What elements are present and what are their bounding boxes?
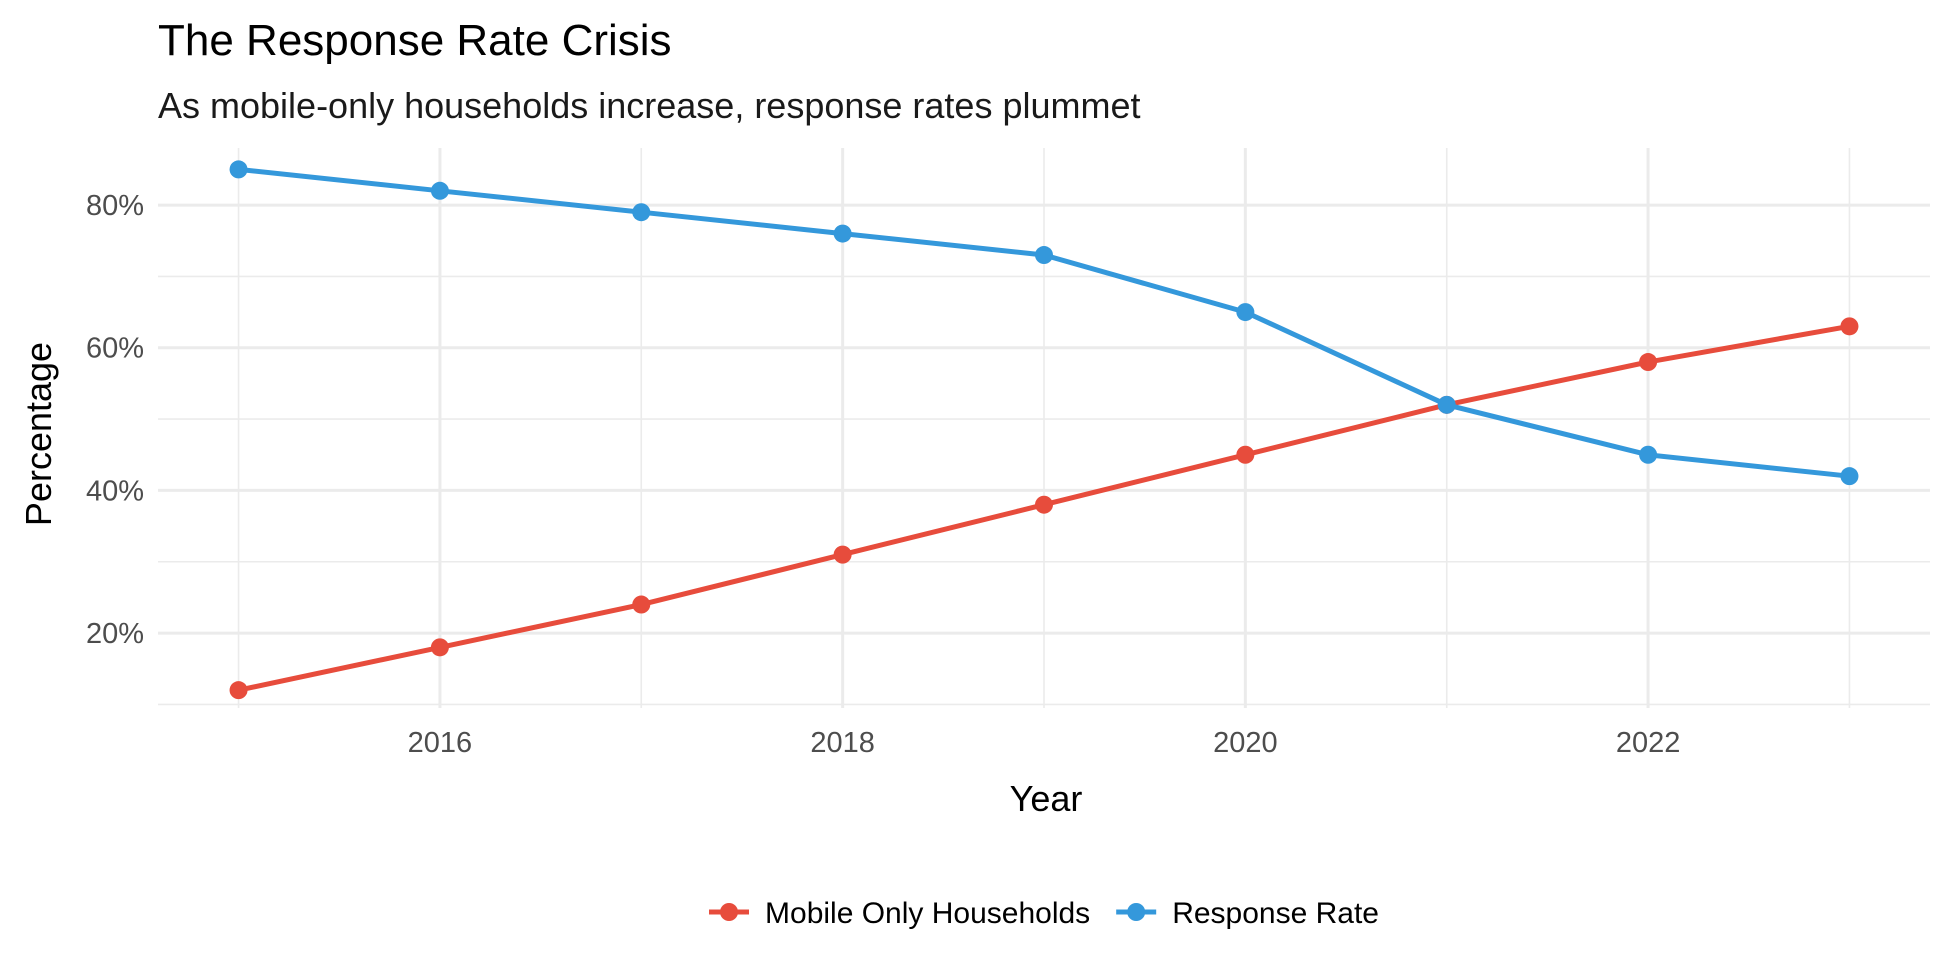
plot-series [229,160,1859,700]
data-point-response-rate [1840,467,1859,486]
data-point-response-rate [1236,303,1255,322]
chart-subtitle: As mobile-only households increase, resp… [158,85,1141,126]
legend: Mobile Only Households Response Rate [709,897,1379,930]
x-axis-title: Year [1010,778,1083,819]
y-tick-label: 60% [86,333,144,365]
data-point-mobile-only-households [833,545,852,564]
data-point-mobile-only-households [1236,445,1255,464]
legend-item-response-rate: Response Rate [1116,897,1379,930]
legend-item-mobile-only-households: Mobile Only Households [709,897,1090,930]
data-point-mobile-only-households [1639,353,1658,372]
x-tick-label: 2020 [1213,727,1278,759]
legend-key-point [720,903,739,921]
series-response-rate [229,160,1859,486]
data-point-response-rate [632,203,651,222]
y-tick-label: 20% [86,618,144,650]
data-point-mobile-only-households [1840,317,1859,336]
legend-key-point [1127,903,1146,921]
y-tick-label: 80% [86,190,144,222]
x-tick-label: 2018 [810,727,875,759]
y-tick-label: 40% [86,475,144,507]
y-axis-ticks: 20% 40% 60% 80% [86,190,144,650]
legend-label: Response Rate [1172,897,1379,930]
data-point-mobile-only-households [632,595,651,614]
y-axis-title: Percentage [18,342,59,526]
x-axis-ticks: 2016 2018 2020 2022 [408,727,1681,759]
data-point-response-rate [1639,445,1658,464]
grid [158,148,1930,708]
data-point-mobile-only-households [1035,495,1053,514]
legend-label: Mobile Only Households [765,897,1090,930]
data-point-response-rate [229,160,248,179]
x-tick-label: 2016 [408,727,473,759]
data-point-response-rate [1437,395,1456,414]
chart-title: The Response Rate Crisis [158,16,672,65]
x-tick-label: 2022 [1616,727,1681,759]
data-point-response-rate [430,181,449,200]
data-point-response-rate [1035,246,1053,265]
data-point-mobile-only-households [229,681,248,700]
data-point-mobile-only-households [430,638,449,657]
data-point-response-rate [833,224,852,243]
